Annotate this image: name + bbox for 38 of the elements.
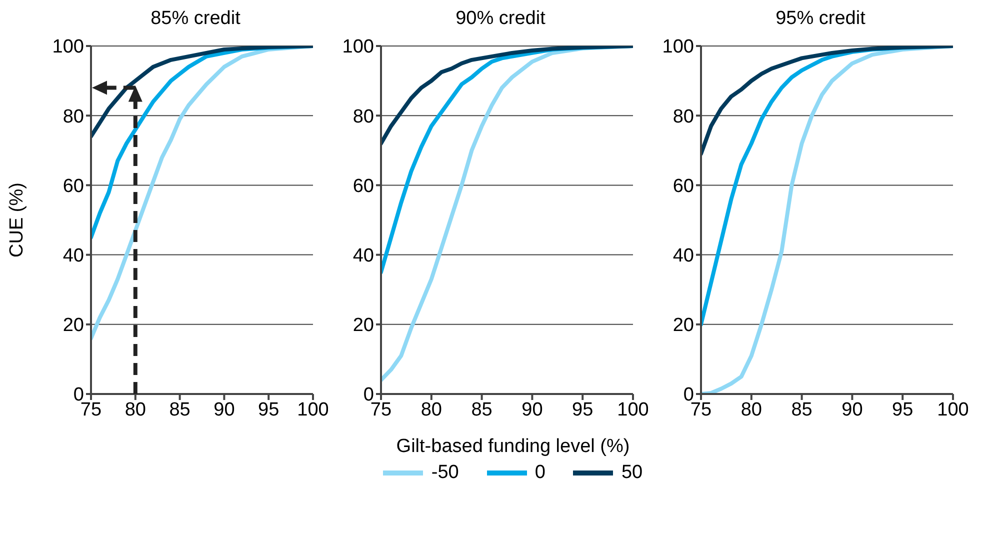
y-tick-label: 100: [52, 36, 84, 58]
y-tick-label: 60: [352, 176, 374, 197]
y-axis-title: CUE (%): [6, 182, 28, 258]
legend-label: 50: [621, 462, 643, 484]
y-tick-label: 60: [672, 176, 694, 197]
x-tick-label: 90: [842, 399, 863, 420]
x-tick-label: 80: [420, 399, 442, 420]
x-tick-label: 85: [791, 399, 812, 420]
x-tick-label: 85: [471, 399, 492, 420]
y-tick-label: 40: [352, 246, 374, 267]
x-tick-label: 80: [124, 399, 146, 420]
y-tick-label: 20: [352, 315, 374, 336]
y-tick-label: 80: [352, 106, 374, 128]
y-tick-label: 40: [62, 246, 84, 267]
y-tick-label: 80: [672, 106, 694, 128]
y-tick-label: 20: [62, 315, 84, 336]
x-axis-title: Gilt-based funding level (%): [395, 436, 631, 458]
x-tick-label: 100: [297, 399, 329, 420]
x-tick-label: 95: [892, 399, 914, 420]
x-tick-label: 85: [169, 399, 190, 420]
chart-title: 90% credit: [454, 8, 546, 31]
x-tick-label: 90: [214, 399, 235, 420]
y-tick-label: 80: [62, 106, 84, 128]
y-tick-label: 100: [342, 36, 374, 58]
legend-label: -50: [431, 462, 459, 484]
chart-title: 85% credit: [150, 8, 242, 31]
legend-label: 0: [534, 462, 546, 484]
x-tick-label: 80: [740, 399, 762, 420]
x-tick-label: 95: [258, 399, 280, 420]
chart-title: 95% credit: [774, 8, 866, 31]
y-tick-label: 60: [62, 176, 84, 197]
x-tick-label: 100: [617, 399, 649, 420]
x-tick-label: 95: [572, 399, 594, 420]
y-tick-label: 40: [672, 246, 694, 267]
x-tick-label: 90: [522, 399, 543, 420]
y-tick-label: 100: [662, 36, 694, 58]
y-tick-label: 20: [672, 315, 694, 336]
x-tick-label: 100: [937, 399, 969, 420]
